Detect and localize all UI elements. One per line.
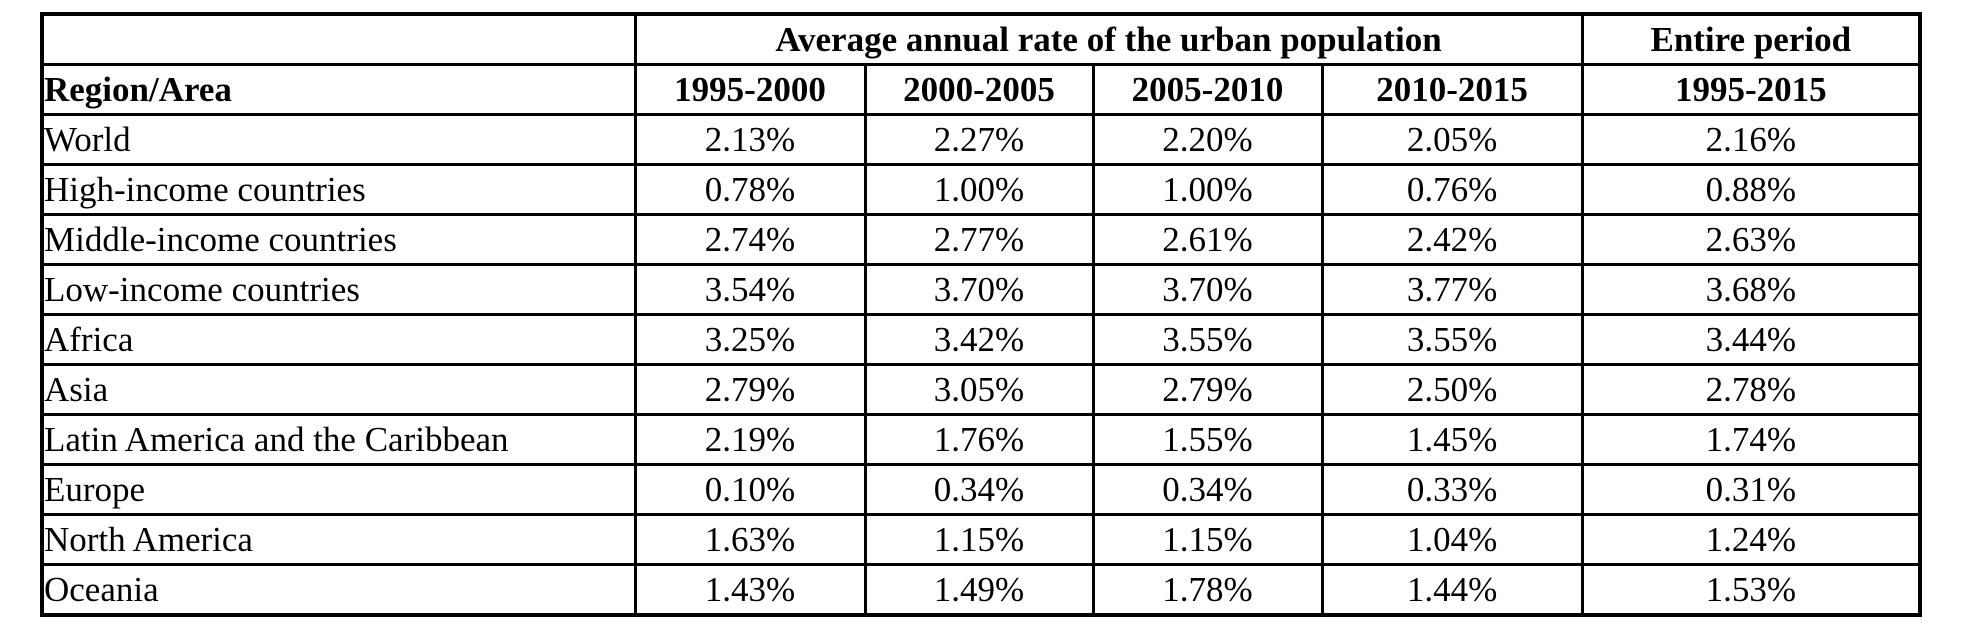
table-row-middle-income: Middle-income countries 2.74% 2.77% 2.61… xyxy=(40,213,1922,266)
value-cell: 1.78% xyxy=(1091,563,1324,617)
value-cell: 3.55% xyxy=(1320,313,1584,366)
value-cell: 1.24% xyxy=(1580,513,1922,566)
value-cell: 1.15% xyxy=(1091,513,1324,566)
period-header-1995-2000: 1995-2000 xyxy=(633,63,867,116)
value-cell: 2.13% xyxy=(633,113,867,166)
value-cell: 3.70% xyxy=(863,263,1095,316)
value-cell: 1.15% xyxy=(863,513,1095,566)
value-cell: 2.77% xyxy=(863,213,1095,266)
value-cell: 2.42% xyxy=(1320,213,1584,266)
value-cell: 1.76% xyxy=(863,413,1095,466)
value-cell: 1.00% xyxy=(1091,163,1324,216)
value-cell: 3.42% xyxy=(863,313,1095,366)
value-cell: 2.79% xyxy=(633,363,867,416)
value-cell: 1.04% xyxy=(1320,513,1584,566)
region-column-header: Region/Area xyxy=(40,63,637,116)
value-cell: 1.49% xyxy=(863,563,1095,617)
value-cell: 2.79% xyxy=(1091,363,1324,416)
value-cell: 2.20% xyxy=(1091,113,1324,166)
value-cell: 0.31% xyxy=(1580,463,1922,516)
table-row-low-income: Low-income countries 3.54% 3.70% 3.70% 3… xyxy=(40,263,1922,316)
value-cell: 0.10% xyxy=(633,463,867,516)
value-cell: 0.33% xyxy=(1320,463,1584,516)
entire-period-range-header: 1995-2015 xyxy=(1580,63,1922,116)
value-cell: 1.74% xyxy=(1580,413,1922,466)
value-cell: 0.34% xyxy=(1091,463,1324,516)
value-cell: 1.63% xyxy=(633,513,867,566)
value-cell: 3.70% xyxy=(1091,263,1324,316)
value-cell: 1.55% xyxy=(1091,413,1324,466)
value-cell: 0.76% xyxy=(1320,163,1584,216)
table-row-africa: Africa 3.25% 3.42% 3.55% 3.55% 3.44% xyxy=(40,313,1922,366)
value-cell: 0.78% xyxy=(633,163,867,216)
table-row-world: World 2.13% 2.27% 2.20% 2.05% 2.16% xyxy=(40,113,1922,166)
table-container: Average annual rate of the urban populat… xyxy=(40,12,1923,617)
corner-cell xyxy=(40,12,637,66)
urban-population-rate-table: Average annual rate of the urban populat… xyxy=(40,12,1923,617)
value-cell: 3.05% xyxy=(863,363,1095,416)
value-cell: 2.19% xyxy=(633,413,867,466)
period-header-2005-2010: 2005-2010 xyxy=(1091,63,1324,116)
value-cell: 1.00% xyxy=(863,163,1095,216)
value-cell: 3.44% xyxy=(1580,313,1922,366)
value-cell: 2.50% xyxy=(1320,363,1584,416)
region-cell: Latin America and the Caribbean xyxy=(40,413,637,466)
value-cell: 3.25% xyxy=(633,313,867,366)
value-cell: 0.34% xyxy=(863,463,1095,516)
period-header-2000-2005: 2000-2005 xyxy=(863,63,1095,116)
value-cell: 1.45% xyxy=(1320,413,1584,466)
table-row-oceania: Oceania 1.43% 1.49% 1.78% 1.44% 1.53% xyxy=(40,563,1922,617)
region-cell: Asia xyxy=(40,363,637,416)
table-row-europe: Europe 0.10% 0.34% 0.34% 0.33% 0.31% xyxy=(40,463,1922,516)
region-cell: Middle-income countries xyxy=(40,213,637,266)
value-cell: 1.43% xyxy=(633,563,867,617)
region-cell: Africa xyxy=(40,313,637,366)
region-cell: World xyxy=(40,113,637,166)
value-cell: 2.78% xyxy=(1580,363,1922,416)
value-cell: 2.61% xyxy=(1091,213,1324,266)
period-header-2010-2015: 2010-2015 xyxy=(1320,63,1584,116)
value-cell: 3.77% xyxy=(1320,263,1584,316)
column-header-row: Region/Area 1995-2000 2000-2005 2005-201… xyxy=(40,63,1922,116)
value-cell: 2.74% xyxy=(633,213,867,266)
value-cell: 0.88% xyxy=(1580,163,1922,216)
region-cell: Low-income countries xyxy=(40,263,637,316)
value-cell: 2.16% xyxy=(1580,113,1922,166)
value-cell: 2.27% xyxy=(863,113,1095,166)
table-row-latin-america: Latin America and the Caribbean 2.19% 1.… xyxy=(40,413,1922,466)
value-cell: 2.63% xyxy=(1580,213,1922,266)
value-cell: 1.53% xyxy=(1580,563,1922,617)
region-cell: Oceania xyxy=(40,563,637,617)
value-cell: 2.05% xyxy=(1320,113,1584,166)
table-row-asia: Asia 2.79% 3.05% 2.79% 2.50% 2.78% xyxy=(40,363,1922,416)
table-row-north-america: North America 1.63% 1.15% 1.15% 1.04% 1.… xyxy=(40,513,1922,566)
value-cell: 1.44% xyxy=(1320,563,1584,617)
table-row-high-income: High-income countries 0.78% 1.00% 1.00% … xyxy=(40,163,1922,216)
region-cell: High-income countries xyxy=(40,163,637,216)
value-cell: 3.54% xyxy=(633,263,867,316)
group-header-row: Average annual rate of the urban populat… xyxy=(40,12,1922,66)
region-cell: Europe xyxy=(40,463,637,516)
region-cell: North America xyxy=(40,513,637,566)
value-cell: 3.68% xyxy=(1580,263,1922,316)
entire-period-group-header: Entire period xyxy=(1580,12,1922,66)
rate-group-header: Average annual rate of the urban populat… xyxy=(633,12,1584,66)
value-cell: 3.55% xyxy=(1091,313,1324,366)
